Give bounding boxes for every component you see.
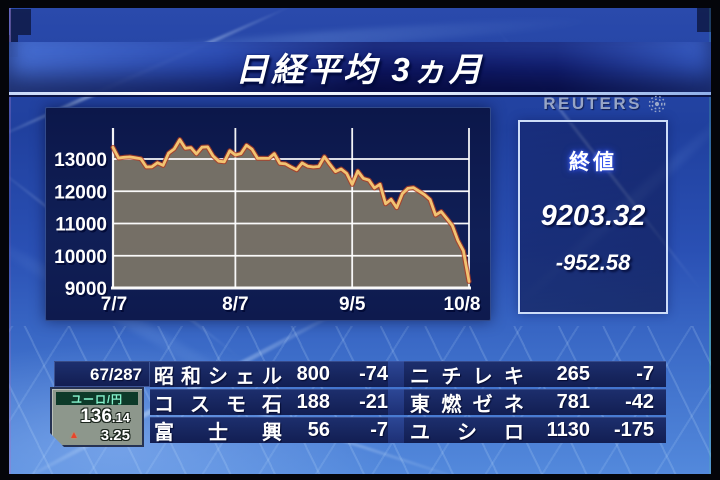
stock-change: -175: [613, 418, 654, 441]
nikkei-chart-panel: 9000 9000 10000 10000 11000 11000 12000 12000 13…: [45, 107, 491, 321]
column-divider: [388, 389, 404, 415]
fx-pair-label: ユーロ/円: [56, 392, 138, 405]
stock-ticker-panel: 昭和シェル 800 -74 ニチレキ 265 -7 コスモ石 188 -21 東…: [150, 361, 666, 445]
svg-text:9/5: 9/5: [341, 296, 368, 317]
svg-text:13000: 13000: [54, 150, 107, 171]
svg-text:11000: 11000: [57, 217, 109, 238]
reuters-logo: REUTERS: [514, 94, 666, 114]
broadcast-screen: 日経平均 3ヵ月 REUTERS 9000 9000 10000 10000 11000…: [9, 8, 711, 474]
stock-name: 富士興: [154, 421, 282, 444]
fx-quote-box: ユーロ/円 136.14 ▲ 3.25: [50, 387, 144, 447]
svg-text:9000: 9000: [65, 279, 107, 300]
svg-text:10000: 10000: [54, 247, 107, 268]
title-bar: 日経平均 3ヵ月: [9, 42, 711, 92]
fx-change-value: 3.25: [100, 427, 130, 444]
page-title: 日経平均 3ヵ月: [235, 51, 485, 88]
reuters-logo-text: REUTERS: [543, 94, 642, 113]
fx-rate-decimal: .14: [111, 410, 130, 425]
svg-text:10/8: 10/8: [444, 294, 481, 315]
stock-change: -7: [636, 362, 654, 385]
nikkei-3month-chart: 9000900010000100001100011000120001200013…: [54, 128, 482, 317]
svg-text:7/7: 7/7: [102, 296, 128, 317]
svg-text:9/5: 9/5: [339, 294, 366, 315]
stock-name: 東燃ゼネ: [410, 393, 524, 416]
stock-name: ユシロ: [410, 421, 524, 444]
stock-name: ニチレキ: [410, 365, 524, 388]
stock-price: 188: [296, 390, 330, 413]
svg-text:12000: 12000: [56, 184, 109, 205]
svg-text:11000: 11000: [55, 215, 107, 236]
stock-price: 1130: [546, 418, 590, 441]
up-arrow-icon: ▲: [69, 430, 79, 441]
closing-price-panel: 終値 9203.32 -952.58: [518, 120, 668, 314]
svg-text:7/7: 7/7: [101, 294, 127, 315]
corner-patch: [10, 9, 31, 35]
ticker-row: 富士興 56 -7 ユシロ 1130 -175: [150, 417, 666, 444]
stock-change: -74: [359, 362, 388, 385]
ticker-row: 昭和シェル 800 -74 ニチレキ 265 -7: [150, 361, 666, 388]
stock-name: 昭和シェル: [154, 365, 282, 388]
svg-text:8/7: 8/7: [222, 294, 248, 315]
stock-change: -21: [359, 390, 388, 413]
svg-text:9000: 9000: [66, 281, 108, 302]
ticker-page-counter: 67/287: [54, 361, 150, 387]
fx-rate-value: 136.14: [52, 406, 142, 428]
corner-patch: [697, 8, 711, 32]
svg-text:13000: 13000: [56, 152, 109, 173]
svg-text:10000: 10000: [56, 249, 109, 270]
closing-price-label: 終値: [569, 151, 617, 174]
reuters-globe-icon: [648, 95, 666, 113]
closing-price-change: -952.58: [555, 250, 631, 275]
stock-change: -42: [625, 390, 654, 413]
svg-text:10/8: 10/8: [445, 296, 482, 317]
fx-rate-int: 136: [80, 406, 112, 427]
ticker-row: コスモ石 188 -21 東燃ゼネ 781 -42: [150, 389, 666, 416]
svg-text:12000: 12000: [54, 182, 107, 203]
fx-change-row: ▲ 3.25: [52, 428, 142, 444]
stock-price: 56: [307, 418, 330, 441]
left-edge-accent: [9, 8, 11, 474]
stock-price: 265: [556, 362, 590, 385]
closing-price-value: 9203.32: [540, 200, 646, 232]
stock-change: -7: [370, 418, 388, 441]
stock-price: 800: [296, 362, 330, 385]
column-divider: [388, 361, 404, 387]
title-underline-shadow: [9, 95, 711, 97]
stock-price: 781: [556, 390, 590, 413]
right-edge-accent: [709, 8, 711, 474]
title-underline: [9, 92, 711, 95]
column-divider: [388, 417, 404, 443]
svg-text:8/7: 8/7: [224, 296, 250, 317]
stock-name: コスモ石: [154, 393, 282, 416]
